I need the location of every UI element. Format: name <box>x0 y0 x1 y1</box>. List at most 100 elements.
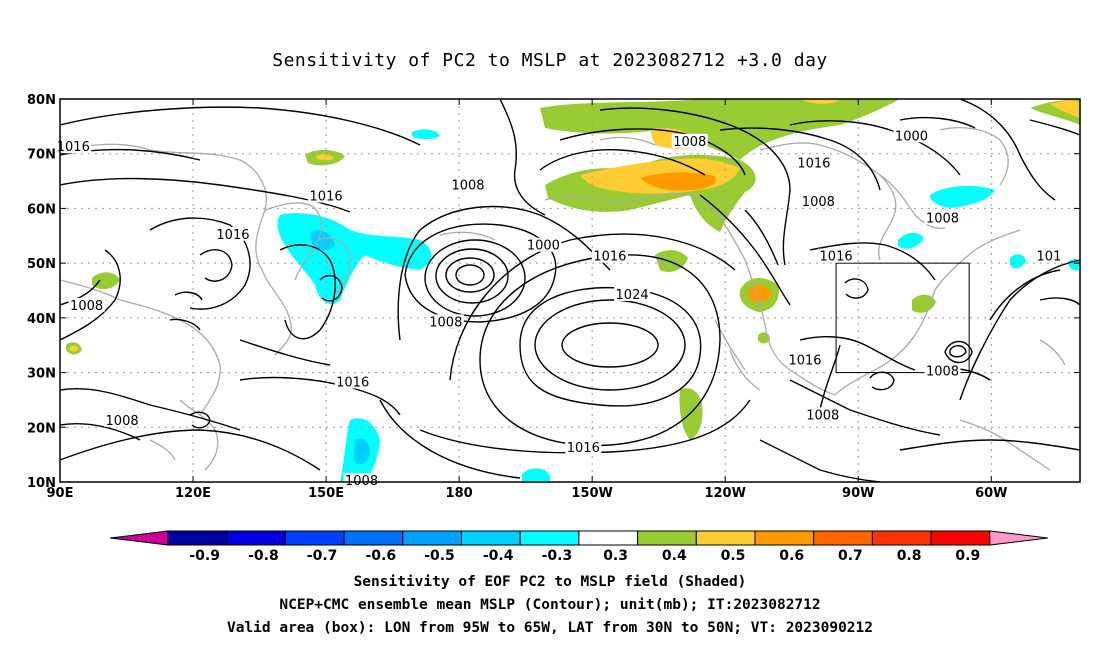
colorbar-cell <box>402 530 462 546</box>
colorbar-cell <box>343 530 404 546</box>
caption-line-3: Valid area (box): LON from 95W to 65W, L… <box>226 620 873 636</box>
colorbar-label: 0.7 <box>838 548 863 564</box>
colorbar-cell <box>754 530 815 546</box>
shade-green-mexico <box>679 388 703 440</box>
lon-tick-label: 120E <box>175 486 211 501</box>
contour-label: 1016 <box>820 250 853 265</box>
contour-label-bg <box>787 352 824 367</box>
shade-green-eastcoast <box>912 294 936 313</box>
shade-cyan-tropical <box>522 468 550 482</box>
colorbar-label: 0.8 <box>897 548 922 564</box>
lat-tick-label: 20N <box>27 421 56 436</box>
colorbar-cell <box>871 530 932 546</box>
contour-label: 1008 <box>673 135 706 150</box>
mslp-contours <box>60 99 1080 482</box>
colorbar: -0.9 -0.8 -0.7 -0.6 -0.5 -0.4 -0.3 0.3 0.4 0.5 0.6… <box>109 530 1048 564</box>
colorbar-label: -0.9 <box>189 548 220 564</box>
contour-label: 1016 <box>310 189 343 204</box>
valid-area-box <box>835 262 970 374</box>
caption-line-2: NCEP+CMC ensemble mean MSLP (Contour); u… <box>279 597 821 613</box>
lat-tick-label: 60N <box>27 202 56 217</box>
contour-label: 1008 <box>451 179 484 194</box>
lat-tick-label: 30N <box>27 367 56 382</box>
contour-label: 1008 <box>106 414 139 429</box>
lat-tick-label: 80N <box>27 93 56 108</box>
contour-label: 1008 <box>70 299 103 314</box>
colorbar-label: -0.7 <box>307 548 338 564</box>
contour-label-bg <box>614 286 651 301</box>
colorbar-label: -0.6 <box>365 548 396 564</box>
shade-green-asia1 <box>92 272 120 290</box>
lon-tick-label: 120W <box>704 486 745 501</box>
contour-label-bg <box>104 412 141 427</box>
contour-label: 1016 <box>567 441 600 456</box>
contour-label: 1016 <box>797 157 830 172</box>
contour-label-bg <box>804 407 841 422</box>
contour-label: 1008 <box>926 211 959 226</box>
lat-tick-label: 70N <box>27 148 56 163</box>
contour-label-bg <box>671 133 708 148</box>
lon-tick-label: 90W <box>842 486 874 501</box>
colorbar-left-arrow <box>109 530 169 546</box>
contour-label-bg <box>565 440 602 455</box>
contour-label-bg <box>800 193 837 208</box>
lat-tick-label: 50N <box>27 257 56 272</box>
contour-label-bg <box>334 374 371 389</box>
colorbar-cell <box>226 530 286 546</box>
contour-labels: 1016 1008 1000 1008 1016 1016 1008 1016 1000 1008… <box>55 128 1063 489</box>
shaded-sensitivity <box>66 99 1080 482</box>
contour-label: 1016 <box>336 376 369 391</box>
colorbar-cell <box>578 530 639 546</box>
contour-label: 1024 <box>616 288 649 303</box>
shade-cyan-hudson <box>898 232 924 249</box>
shade-cyan-newfoundland <box>1010 254 1026 269</box>
shade-orange-kamchatka <box>316 154 334 161</box>
colorbar-cell <box>930 530 991 546</box>
contour-label: 1008 <box>806 408 839 423</box>
contour-label: 1008 <box>802 195 835 210</box>
caption-line-1: Sensitivity of EOF PC2 to MSLP field (Sh… <box>353 574 747 590</box>
shade-dark-orange-alaska <box>640 172 716 191</box>
shade-orange-greenland <box>1050 100 1080 118</box>
contour-label-bg <box>591 248 628 263</box>
contour-label-bg <box>308 188 345 203</box>
contour-label: 1016 <box>788 354 821 369</box>
colorbar-label: 0.6 <box>779 548 804 564</box>
colorbar-cell <box>167 530 228 546</box>
lon-tick-label: 150W <box>571 486 612 501</box>
lat-tick-label: 10N <box>27 476 56 491</box>
colorbar-label: 0.9 <box>955 548 980 564</box>
colorbar-label: -0.4 <box>483 548 514 564</box>
contour-label-bg <box>427 314 464 329</box>
contour-label: 101 <box>1037 250 1062 265</box>
contour-label-bg <box>1034 248 1063 263</box>
contour-label-bg <box>343 473 380 487</box>
lon-tick-label: 90E <box>47 486 74 501</box>
contour-label-bg <box>893 128 930 143</box>
contour-label: 1016 <box>593 250 626 265</box>
contour-label-bg <box>450 177 486 192</box>
contour-label-bg <box>924 210 961 225</box>
shade-cyan-labrador <box>930 185 995 208</box>
colorbar-label: 0.3 <box>603 548 628 564</box>
shade-orange-arctic-east <box>800 99 840 104</box>
lat-tick-label: 40N <box>27 312 56 327</box>
colorbar-cell <box>813 530 873 546</box>
map-frame <box>59 98 1081 483</box>
contour-label-bg <box>55 139 92 154</box>
shade-blue-pacific-south <box>354 438 370 465</box>
shade-green-arctic-east <box>800 99 890 125</box>
contour-label: 1016 <box>57 140 90 155</box>
colorbar-cell <box>695 530 756 546</box>
colorbar-label: -0.5 <box>424 548 455 564</box>
plot-title: Sensitivity of PC2 to MSLP at 2023082712… <box>272 50 828 71</box>
shade-orange-westcoast <box>748 285 772 302</box>
colorbar-cell <box>284 530 345 546</box>
colorbar-cell <box>461 530 521 546</box>
contour-label-bg <box>818 248 855 263</box>
map-plot-area <box>60 99 1080 482</box>
contour-label-bg <box>795 155 832 170</box>
colorbar-label: 0.4 <box>662 548 687 564</box>
